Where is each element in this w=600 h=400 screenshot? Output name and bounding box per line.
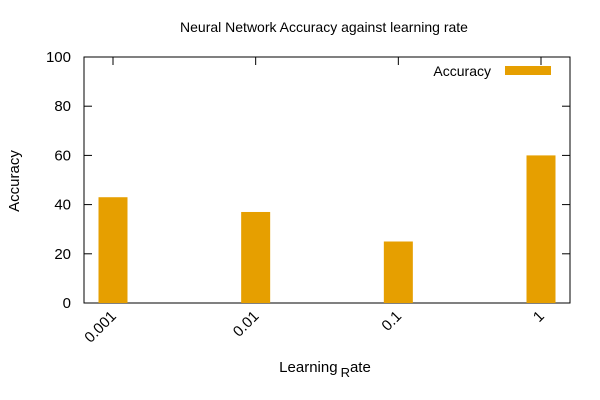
- y-tick-label: 80: [54, 98, 71, 115]
- y-axis: 0 20 40 60 80 100: [46, 49, 570, 312]
- legend: Accuracy: [433, 63, 551, 79]
- bars: [98, 155, 556, 303]
- x-tick-label: 0.001: [81, 308, 120, 347]
- x-tick-label: 0.01: [230, 308, 263, 341]
- legend-swatch: [505, 66, 551, 75]
- x-tick-label: 0.1: [378, 308, 405, 335]
- chart-title: Neural Network Accuracy against learning…: [180, 19, 468, 35]
- x-tick-label: 1: [530, 308, 548, 326]
- plot-border: [83, 56, 571, 304]
- x-axis-label-subscript: R: [341, 365, 350, 380]
- y-tick-label: 60: [54, 147, 71, 164]
- y-tick-label: 40: [54, 197, 71, 214]
- y-tick-label: 20: [54, 246, 71, 263]
- y-tick-label: 0: [63, 295, 71, 312]
- x-axis-label-prefix: Learning: [279, 359, 337, 376]
- y-tick-label: 100: [46, 49, 71, 66]
- bar: [526, 155, 556, 303]
- x-axis-label: Learning Rate: [279, 359, 371, 380]
- bar: [241, 211, 271, 303]
- bar: [98, 197, 128, 303]
- y-axis-label: Accuracy: [6, 150, 23, 212]
- bar: [383, 241, 413, 303]
- legend-label: Accuracy: [433, 63, 491, 79]
- x-axis-label-suffix: ate: [350, 359, 371, 376]
